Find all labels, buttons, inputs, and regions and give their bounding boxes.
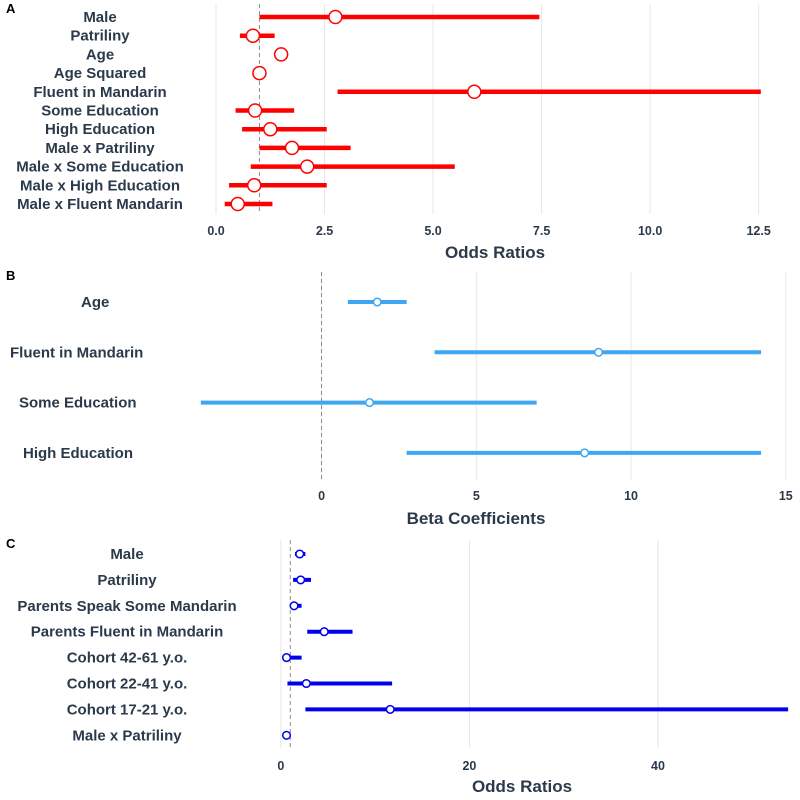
row-label: Male x Some Education — [16, 159, 184, 176]
row-label: High Education — [45, 121, 155, 138]
row-label: Male — [83, 9, 116, 26]
row-label: Male x Fluent Mandarin — [17, 196, 183, 213]
x-tick-label: 5.0 — [424, 224, 441, 238]
estimate-point — [289, 601, 299, 611]
row-label: Age — [86, 46, 114, 63]
estimate-point — [594, 347, 604, 357]
panel-letter: A — [6, 1, 16, 16]
row-label: Male — [110, 546, 143, 563]
x-tick-label: 0 — [277, 759, 284, 773]
estimate-point — [252, 65, 267, 81]
estimate-point — [230, 196, 245, 212]
estimate-point — [328, 9, 343, 25]
row-label: Male x Patriliny — [72, 727, 182, 744]
x-axis-title: Odds Ratios — [472, 777, 572, 796]
estimate-point — [580, 448, 590, 458]
row-label: Cohort 22-41 y.o. — [67, 676, 188, 693]
estimate-point — [296, 575, 306, 585]
estimate-point — [281, 653, 292, 663]
x-tick-label: 10 — [624, 489, 638, 503]
row-label: Some Education — [19, 395, 137, 412]
row-label: Cohort 17-21 y.o. — [67, 701, 188, 718]
row-label: Parents Speak Some Mandarin — [17, 598, 236, 615]
row-label: Male x Patriliny — [45, 140, 155, 157]
x-tick-label: 15 — [779, 489, 793, 503]
row-label: Patriliny — [97, 572, 157, 589]
row-label: High Education — [23, 445, 133, 462]
estimate-point — [299, 159, 315, 174]
estimate-point — [319, 627, 329, 637]
row-label: Some Education — [41, 103, 159, 120]
estimate-point — [247, 103, 263, 118]
estimate-point — [364, 398, 375, 408]
x-tick-label: 0.0 — [207, 224, 224, 238]
estimate-point — [273, 47, 289, 62]
row-label: Age — [81, 294, 109, 311]
x-tick-label: 5 — [473, 489, 480, 503]
row-label: Parents Fluent in Mandarin — [31, 624, 224, 641]
x-tick-label: 2.5 — [316, 224, 333, 238]
estimate-point — [295, 549, 305, 559]
row-label: Cohort 42-61 y.o. — [67, 650, 188, 667]
x-axis-title: Odds Ratios — [445, 243, 545, 262]
row-label: Male x High Education — [20, 177, 180, 194]
estimate-point — [246, 178, 262, 193]
panel-c: C Male Patriliny Parents Speak Some Mandari… — [6, 536, 789, 796]
estimate-point — [284, 140, 300, 156]
row-label: Patriliny — [70, 28, 130, 45]
estimate-point — [245, 28, 261, 43]
estimate-point — [263, 121, 278, 137]
estimate-point — [385, 704, 395, 714]
estimate-point — [372, 297, 382, 307]
row-label: Fluent in Mandarin — [33, 84, 166, 101]
row-label: Age Squared — [54, 65, 147, 82]
x-tick-label: 12.5 — [746, 224, 770, 238]
row-label: Fluent in Mandarin — [10, 344, 143, 361]
panel-letter: C — [6, 536, 16, 551]
panel-b: B Age Fluent in Mandarin Some Education High… — [6, 268, 793, 528]
estimate-point — [301, 678, 311, 689]
x-axis-title: Beta Coefficients — [407, 509, 546, 528]
x-tick-label: 40 — [651, 759, 665, 773]
x-tick-label: 10.0 — [638, 224, 662, 238]
panel-letter: B — [6, 268, 15, 283]
x-tick-label: 0 — [318, 489, 325, 503]
estimate-point — [467, 84, 482, 100]
x-tick-label: 7.5 — [533, 224, 550, 238]
x-tick-label: 20 — [462, 759, 476, 773]
estimate-point — [281, 730, 292, 740]
